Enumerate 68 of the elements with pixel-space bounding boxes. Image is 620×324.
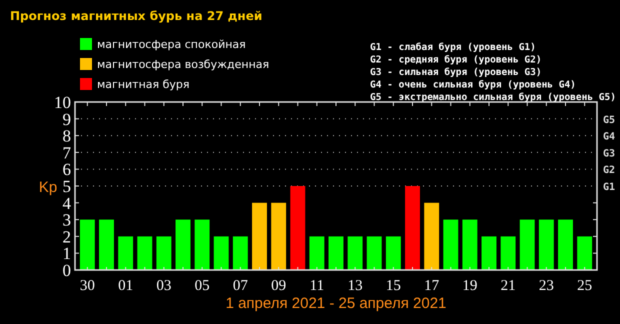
y-tick-label: 6 [62,160,71,180]
bar [558,220,573,270]
bar [577,236,592,270]
y-tick-label: 5 [62,177,71,196]
bar [538,220,554,270]
y-tick-label: 1 [62,244,71,264]
legend-label: магнитосфера спокойная [97,38,246,51]
bar [405,186,420,270]
bar [137,236,152,270]
y-tick-label: 4 [62,194,72,213]
bar [80,220,95,270]
x-tick-label: 05 [194,278,210,294]
bar [290,186,306,270]
x-tick-label: 01 [118,278,134,294]
x-tick-label: 19 [462,278,478,294]
x-tick-label: 07 [232,278,248,294]
text: G2 - средняя буря (уровень G2) [370,54,542,66]
bar [176,220,190,270]
ref-line-label: G1 [603,182,616,193]
x-tick-label: 25 [577,278,592,294]
x-axis-title: 1 апреля 2021 - 25 апреля 2021 [226,295,446,312]
bar [462,220,478,270]
bar [309,236,324,270]
y-tick-label: 0 [62,261,71,280]
bar [500,236,516,270]
bar [99,220,114,270]
x-tick-label: 13 [348,278,363,294]
annotation: G5 - экстремально сильная буря (уровень G5) [370,92,616,103]
ref-line-label: G4 [603,132,616,143]
bar [271,202,286,270]
x-tick-label: 17 [424,278,440,294]
chart-title: Прогноз магнитных бурь на 27 дней [10,9,262,23]
bar [194,220,210,270]
bar [156,236,172,270]
ref-line-label: G5 [603,114,616,126]
x-tick-label: 21 [500,278,516,294]
x-tick-label: 09 [271,278,286,294]
bar [252,202,267,270]
y-tick-label: 2 [62,227,71,246]
y-axis-title: Kp [38,179,58,196]
bar [348,236,363,270]
x-tick-label: 15 [386,278,401,294]
x-tick-label: 30 [80,278,95,294]
text: G3 - сильная буря (уровень G3) [370,67,542,78]
x-tick-label: 03 [156,278,172,294]
text: G1 - слабая буря (уровень G1) [370,42,536,53]
ref-line-label: G2 [603,165,616,176]
bar [232,236,248,270]
y-tick-label: 9 [62,110,71,129]
bar [366,236,382,270]
x-tick-label: 23 [538,278,554,294]
x-tick-label: 11 [310,278,324,294]
bar [214,236,229,270]
y-tick-label: 8 [62,126,71,146]
bar [424,202,440,270]
text: G4 - очень сильная буря (уровень G4) [370,80,576,90]
y-tick-label: 7 [62,143,72,162]
bar [520,220,535,270]
ref-line-label: G3 [603,148,616,160]
bar [386,236,401,270]
bar [328,236,344,270]
bar [118,236,134,270]
legend-label: магнитосфера возбужденная [97,58,270,71]
y-tick-label: 3 [62,210,71,230]
bar [443,220,458,270]
bar [482,236,496,270]
y-tick-label: 10 [54,93,71,112]
legend-label: магнитная буря [97,78,190,91]
